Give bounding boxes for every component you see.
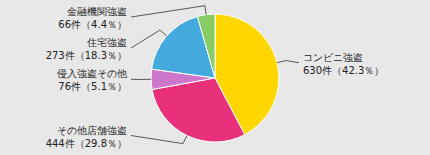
leader-line: [131, 79, 151, 80]
background: [0, 0, 430, 155]
slices: [151, 14, 279, 142]
value-label: 444件（29.8％）: [46, 138, 127, 149]
value-label: 630件（42.3％）: [303, 65, 384, 76]
category-label: その他店舗強盗: [57, 125, 127, 136]
category-label: 住宅強盗: [87, 37, 127, 48]
category-label: コンビニ強盗: [303, 52, 363, 63]
value-label: 76件（5.1％）: [58, 81, 127, 92]
leader-line: [131, 30, 167, 48]
slice-label: 住宅強盗 273件（18.3％）: [46, 37, 127, 61]
chart: コンビニ強盗 630件（42.3％） その他店舗強盗 444件（29.8％） 侵入強盗そ…: [0, 0, 430, 155]
value-label: 66件（4.4％）: [58, 19, 127, 30]
slice-label: 侵入強盗その他 76件（5.1％）: [57, 68, 127, 92]
slice-label: コンビニ強盗 630件（42.3％）: [303, 52, 384, 76]
slice-label: その他店舗強盗 444件（29.8％）: [46, 125, 127, 149]
leader-line: [131, 136, 187, 144]
slice-label: 金融機関強盗 66件（4.4％）: [58, 6, 127, 30]
category-label: 侵入強盗その他: [57, 68, 127, 79]
value-label: 273件（18.3％）: [46, 50, 127, 61]
pie-slice: [152, 78, 245, 142]
leader-line: [131, 6, 206, 17]
category-label: 金融機関強盗: [67, 6, 127, 17]
pie-slice: [197, 14, 215, 78]
leader-line: [277, 61, 299, 63]
labels: コンビニ強盗 630件（42.3％） その他店舗強盗 444件（29.8％） 侵入強盗そ…: [46, 6, 385, 149]
